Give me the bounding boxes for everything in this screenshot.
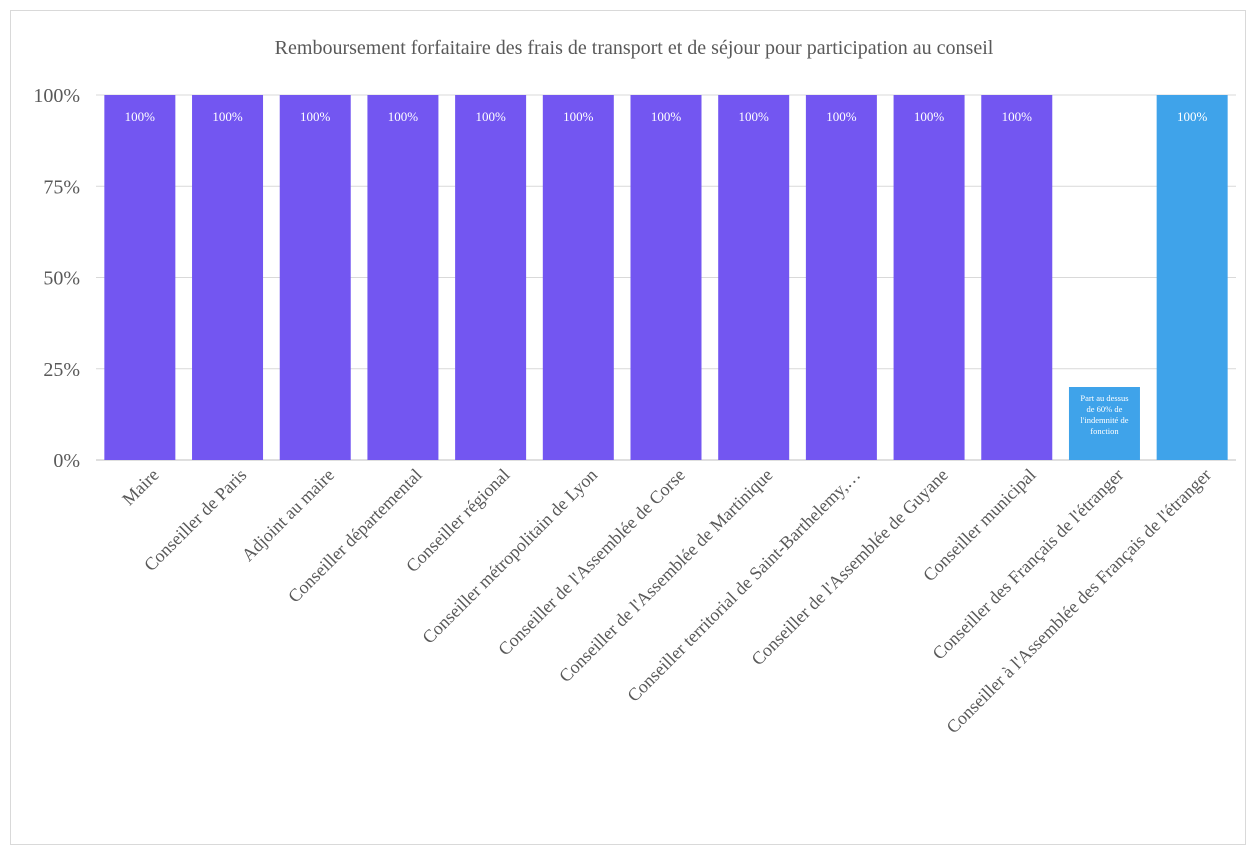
y-tick-label: 0% [53, 450, 80, 472]
data-label: 100% [300, 109, 331, 124]
y-tick-label: 100% [33, 85, 80, 107]
bar [192, 95, 264, 460]
data-label: 100% [1177, 109, 1208, 124]
bars: 100% 100% 100% 100% 100% 100% 100% 100% 100% 100%… [104, 95, 1228, 460]
bar [630, 95, 702, 460]
data-label: 100% [826, 109, 857, 124]
data-label: 100% [651, 109, 682, 124]
data-label-note: l'indemnité de [1080, 415, 1128, 425]
x-tick-label: Conseiller des Français de l'étranger [928, 465, 1127, 664]
bar [542, 95, 614, 460]
bar [455, 95, 527, 460]
bar [981, 95, 1053, 460]
data-label-note: de 60% de [1087, 404, 1123, 414]
x-tick-label: Adjoint au maire [238, 465, 338, 565]
data-label-note: fonction [1090, 426, 1119, 436]
y-tick-label: 75% [43, 176, 80, 198]
y-axis: 0% 25% 50% 75% 100% [33, 85, 80, 472]
bar [104, 95, 176, 460]
data-label: 100% [125, 109, 156, 124]
x-tick-label: Conseiller métropolitain de Lyon [418, 465, 601, 648]
data-label: 100% [388, 109, 419, 124]
bar [1068, 387, 1140, 460]
data-label: 100% [739, 109, 770, 124]
bar [1156, 95, 1228, 460]
x-tick-label: Conseiller de l'Assemblée de Guyane [747, 465, 951, 669]
bar [279, 95, 351, 460]
y-tick-label: 50% [43, 268, 80, 290]
bar [718, 95, 790, 460]
data-label-note: Part au dessus [1080, 393, 1128, 403]
chart-title: Remboursement forfaitaire des frais de t… [275, 37, 994, 59]
data-label: 100% [475, 109, 506, 124]
x-tick-label: Conseiller de l'Assemblée de Corse [494, 465, 689, 660]
y-tick-label: 25% [43, 359, 80, 381]
data-label: 100% [1002, 109, 1033, 124]
x-tick-label: Maire [118, 465, 163, 510]
data-label: 100% [563, 109, 594, 124]
bar [367, 95, 439, 460]
bar [893, 95, 965, 460]
bar [805, 95, 877, 460]
data-label: 100% [914, 109, 945, 124]
data-label: 100% [212, 109, 243, 124]
